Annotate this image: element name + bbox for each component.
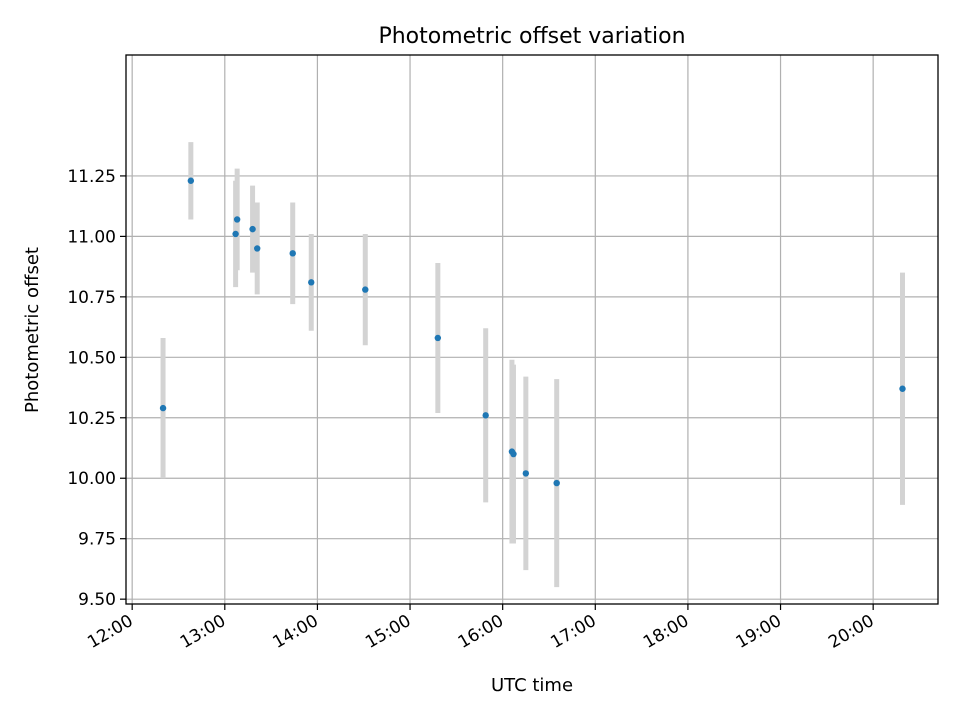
data-point	[362, 286, 369, 293]
data-point	[187, 177, 195, 184]
plot-frame	[125, 54, 939, 605]
chart-title: Photometric offset variation	[378, 24, 685, 49]
data-point	[249, 225, 256, 233]
y-tick-label: 9.50	[78, 590, 116, 610]
data-point	[510, 450, 517, 458]
y-tick-label: 10.75	[67, 288, 116, 308]
data-point	[289, 250, 296, 257]
data-point	[482, 412, 489, 419]
x-axis-label: UTC time	[491, 675, 573, 696]
data-point	[522, 470, 530, 477]
y-tick-label: 9.75	[78, 530, 116, 550]
data-point	[233, 216, 241, 223]
y-tick-label: 10.25	[67, 409, 116, 429]
y-tick-label: 10.00	[67, 469, 116, 489]
y-axis-label: Photometric offset	[22, 247, 43, 413]
data-point	[232, 230, 239, 238]
data-points	[159, 177, 906, 487]
y-axis-ticks: 9.50 9.75 10.00 10.25 10.50 10.75 11.00 11.25	[67, 167, 126, 610]
data-point	[899, 385, 906, 392]
data-point	[254, 245, 261, 252]
data-point	[553, 479, 560, 487]
data-point	[159, 404, 167, 412]
grid	[126, 55, 938, 604]
data-point	[434, 334, 442, 342]
data-point	[308, 279, 315, 286]
y-tick-label: 11.25	[67, 167, 116, 187]
y-tick-label: 11.00	[67, 227, 116, 247]
y-tick-label: 10.50	[67, 348, 116, 368]
